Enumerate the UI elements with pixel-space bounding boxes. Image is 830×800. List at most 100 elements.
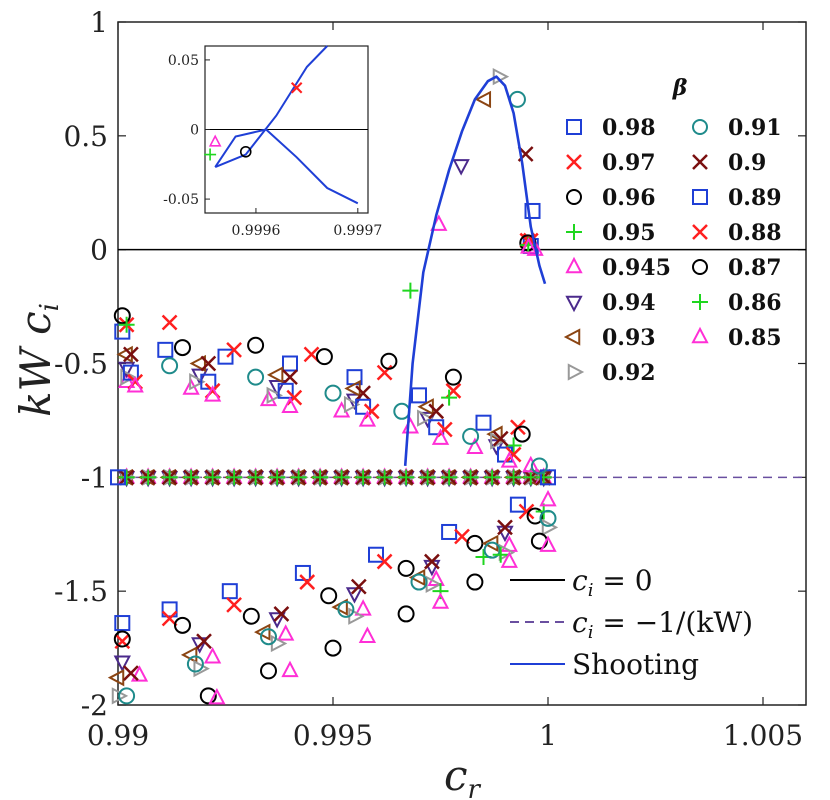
marker-beta-0-92 (541, 518, 559, 537)
marker-beta-0-97 (303, 346, 320, 363)
inset-curve (214, 128, 359, 205)
legend-marker-0-89 (692, 189, 708, 205)
legend-marker-0-88 (692, 224, 708, 240)
marker-beta-0-96 (113, 630, 131, 648)
marker-beta-0-91 (410, 573, 428, 591)
shooting-layer (403, 75, 547, 466)
legend: β 0.98 0.97 0.96 0.95 0.945 0.94 0.93 0.92 0.91 0.… (510, 75, 782, 681)
marker-cluster-minus-one (140, 469, 157, 486)
legend-label-0-92: 0.92 (602, 360, 656, 386)
legend-marker-0-98 (566, 119, 582, 135)
marker-beta-0-95 (441, 389, 458, 406)
legend-marker-0-85 (691, 326, 709, 344)
marker-beta-0-94 (268, 612, 286, 629)
marker-beta-0-96 (380, 352, 398, 370)
legend-label-0-85: 0.85 (728, 325, 782, 351)
inset-y-tick-label: 0 (190, 123, 199, 139)
marker-beta-0-9 (123, 346, 139, 363)
marker-beta-0-87 (530, 532, 548, 550)
marker-beta-0-88 (505, 446, 522, 463)
marker-beta-0-91 (260, 628, 277, 646)
legend-marker-0-945 (565, 256, 583, 274)
marker-beta-0-97 (226, 596, 242, 613)
marker-beta-0-98 (509, 496, 526, 513)
marker-cluster-minus-one (462, 469, 479, 486)
marker-beta-0-91 (393, 402, 411, 420)
marker-beta-0-98 (114, 615, 131, 632)
marker-beta-0-91 (161, 357, 179, 375)
y-tick-label: -1 (81, 461, 108, 494)
marker-beta-0-98 (540, 469, 556, 486)
y-tick-label: 0 (90, 234, 108, 267)
marker-cluster-minus-one (398, 469, 415, 486)
marker-beta-0-945 (130, 665, 149, 682)
shooting-curve (403, 75, 547, 466)
y-axis-label-main: kW c (11, 311, 60, 417)
marker-beta-0-85 (431, 592, 450, 609)
marker-beta-0-93 (189, 354, 206, 373)
marker-beta-0-96 (320, 587, 338, 605)
y-axis-label: kW ci (11, 303, 65, 417)
marker-beta-0-98 (157, 341, 174, 358)
marker-beta-0-93 (266, 366, 284, 384)
marker-beta-0-92 (417, 409, 434, 427)
marker-beta-0-98 (217, 348, 234, 365)
marker-beta-0-98 (411, 387, 427, 404)
marker-beta-0-96 (174, 616, 191, 634)
marker-beta-0-9 (492, 430, 509, 447)
legend-label-0-91: 0.91 (728, 115, 782, 141)
marker-beta-0-93 (107, 669, 125, 687)
marker-beta-0-85 (126, 376, 144, 393)
marker-beta-0-945 (427, 569, 445, 587)
marker-beta-0-92 (348, 607, 365, 625)
marker-beta-0-86 (492, 546, 509, 563)
legend-ref-sub: i (588, 580, 594, 601)
legend-ref-c: c (572, 606, 588, 639)
x-axis-label-main: c (444, 751, 468, 800)
marker-beta-0-85 (431, 428, 450, 445)
legend-ref-rest: = 0 (593, 564, 652, 597)
marker-beta-0-96 (315, 348, 333, 366)
marker-beta-0-85 (519, 237, 538, 254)
marker-beta-0-97 (161, 610, 178, 627)
marker-beta-0-89 (200, 373, 217, 390)
inset-x-tick-label: 0.9997 (333, 223, 382, 239)
marker-cluster-minus-one (118, 469, 135, 486)
inset-branch (214, 45, 328, 169)
marker-beta-0-95 (402, 282, 419, 299)
marker-cluster-minus-one (161, 469, 178, 486)
legend-marker-0-87 (692, 259, 708, 275)
marker-beta-0-92 (266, 386, 283, 405)
marker-beta-0-97 (226, 341, 242, 358)
marker-beta-0-85 (539, 535, 557, 552)
y-tick-label: -2 (81, 689, 108, 722)
marker-beta-0-92 (343, 395, 361, 414)
marker-beta-0-98 (441, 523, 458, 540)
marker-beta-0-91 (530, 457, 548, 475)
marker-beta-0-98 (475, 414, 492, 431)
legend-marker-0-97 (566, 154, 582, 170)
legend-ref-label-0: ci = 0 (572, 564, 653, 601)
legend-label-0-95: 0.95 (602, 220, 656, 246)
marker-beta-0-97 (454, 528, 470, 545)
legend-label-0-88: 0.88 (728, 220, 782, 246)
marker-beta-0-85 (281, 660, 299, 678)
marker-beta-0-945 (354, 599, 372, 616)
marker-cluster-minus-one (484, 469, 501, 486)
marker-beta-0-85 (203, 385, 222, 402)
marker-beta-0-87 (397, 605, 415, 623)
marker-beta-0-89 (355, 398, 372, 415)
marker-beta-0-85 (500, 451, 518, 468)
marker-beta-0-91 (247, 368, 265, 386)
legend-ref-label-1: ci = −1/(kW) (572, 606, 753, 643)
marker-beta-0-96 (113, 307, 131, 325)
legend-marker-0-95 (566, 224, 582, 240)
marker-beta-0-87 (199, 687, 217, 705)
legend-marker-0-91 (692, 119, 708, 135)
marker-beta-0-9 (428, 403, 445, 420)
legend-shooting-label: Shooting (572, 648, 699, 681)
marker-beta-0-945 (522, 455, 540, 473)
marker-beta-0-96 (513, 425, 531, 443)
legend-label-0-96: 0.96 (602, 185, 656, 211)
inset-y-tick-label: -0.05 (163, 192, 199, 208)
